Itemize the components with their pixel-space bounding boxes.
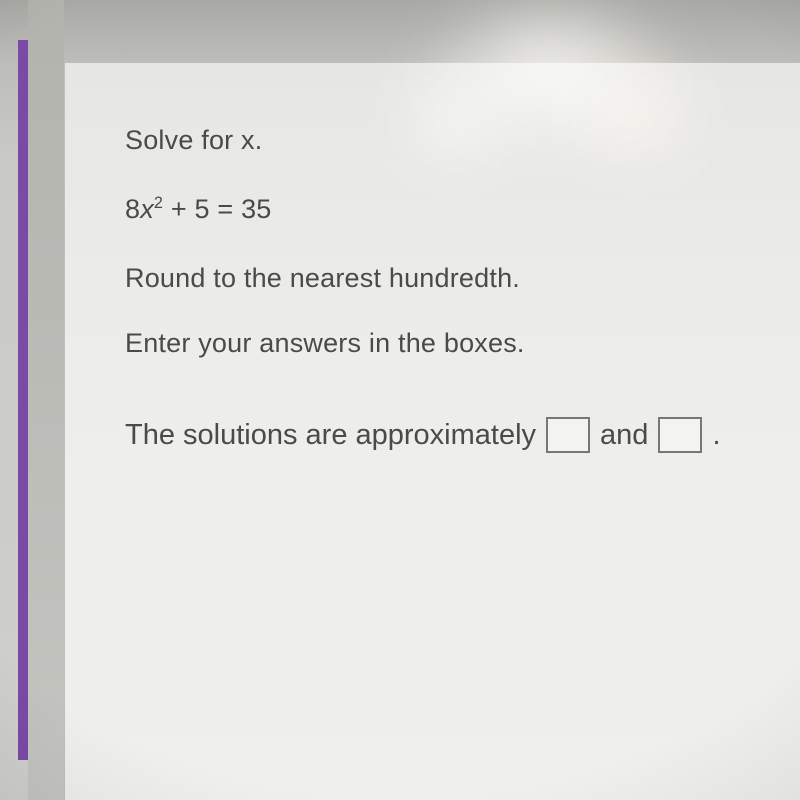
screen-photo-frame: Solve for x. 8x2 + 5 = 35 Round to the n… bbox=[0, 0, 800, 800]
equation-coef: 8 bbox=[125, 194, 140, 224]
instruction-enter: Enter your answers in the boxes. bbox=[125, 326, 752, 361]
equation-var: x bbox=[140, 194, 154, 224]
page-gutter bbox=[28, 0, 64, 800]
prompt-text: Solve for x. bbox=[125, 123, 752, 158]
equation-text: 8x2 + 5 = 35 bbox=[125, 192, 752, 227]
solution-input-2[interactable] bbox=[658, 417, 702, 453]
conjunction-and: and bbox=[600, 419, 648, 452]
solution-input-1[interactable] bbox=[546, 417, 590, 453]
instruction-round: Round to the nearest hundredth. bbox=[125, 261, 752, 296]
equation-exponent: 2 bbox=[154, 194, 163, 212]
left-accent-bar bbox=[18, 40, 28, 760]
answer-lead-text: The solutions are approximately bbox=[125, 419, 536, 452]
answer-sentence: The solutions are approximately and . bbox=[125, 417, 752, 453]
question-panel: Solve for x. 8x2 + 5 = 35 Round to the n… bbox=[64, 62, 800, 800]
equation-rest: + 5 = 35 bbox=[163, 194, 271, 224]
sentence-period: . bbox=[712, 419, 720, 452]
